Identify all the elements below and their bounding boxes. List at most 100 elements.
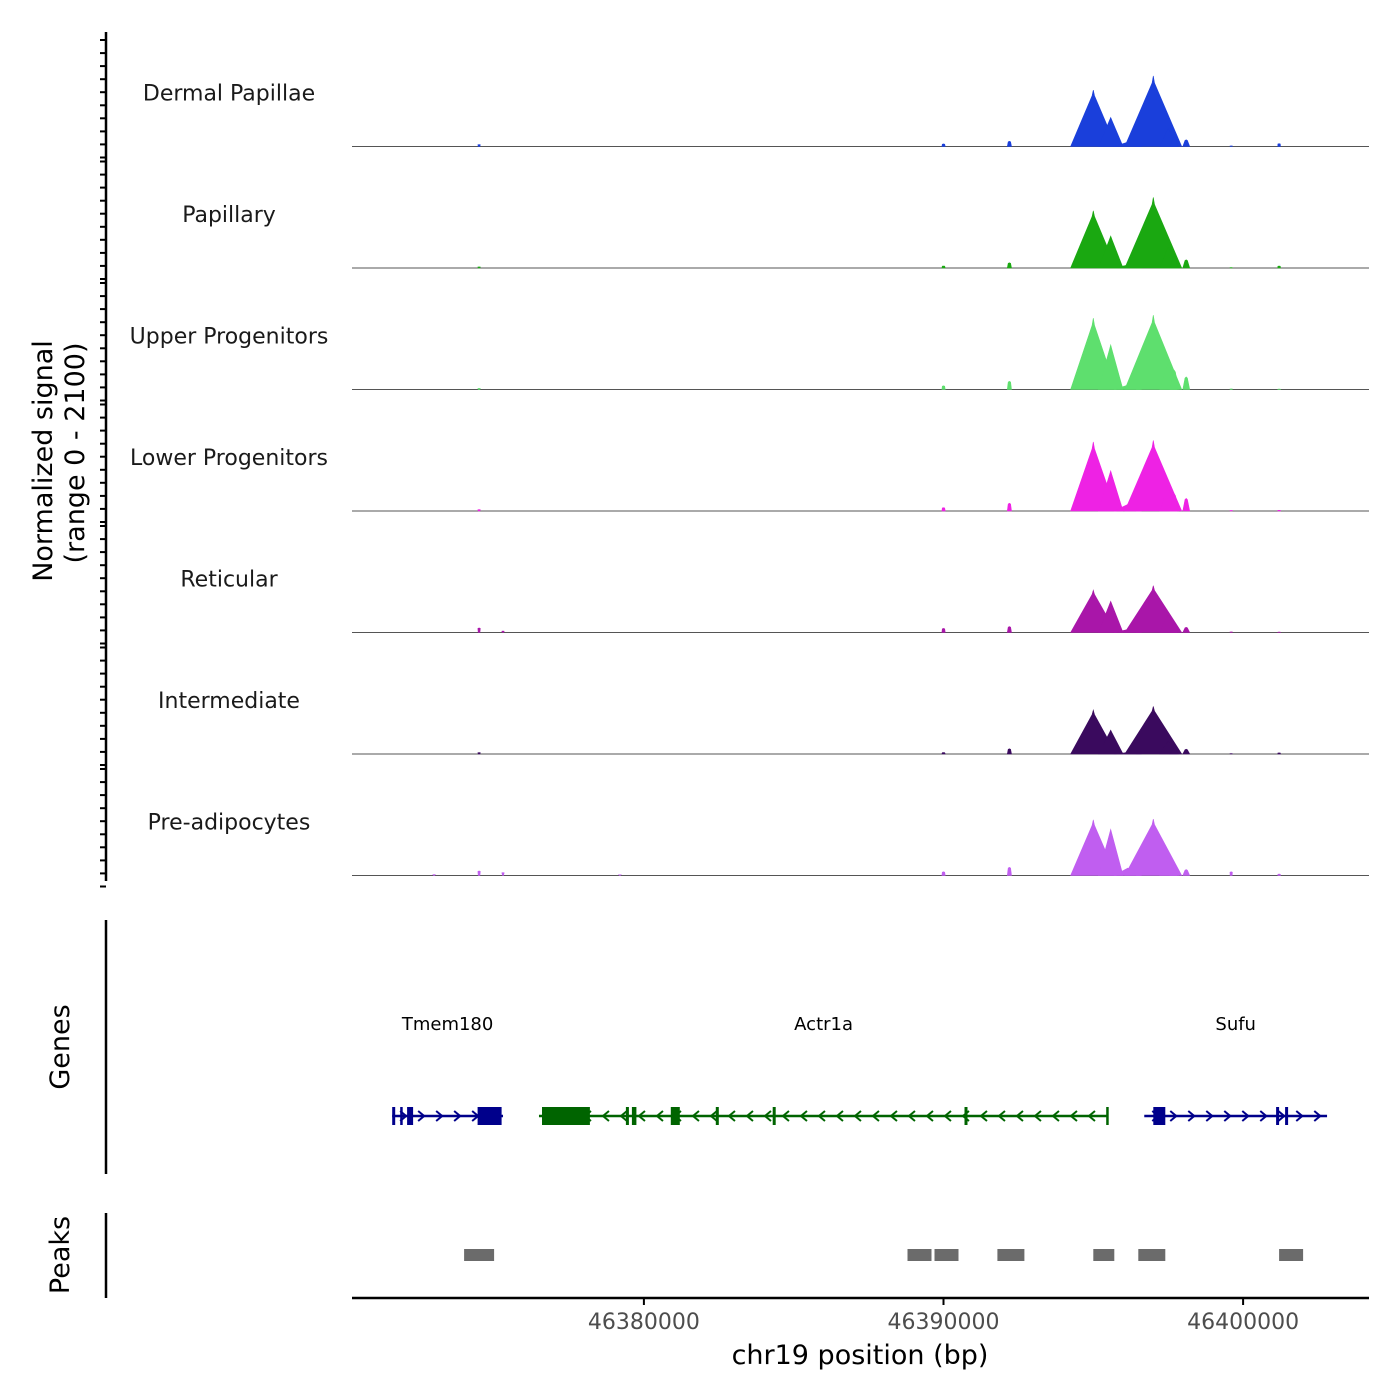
signal-peak xyxy=(477,266,481,269)
gene-label: Sufu xyxy=(1215,1014,1256,1035)
strand-arrow xyxy=(745,1110,754,1122)
signal-peak xyxy=(617,874,622,876)
signal-peak xyxy=(477,509,481,512)
signal-peak xyxy=(1182,259,1191,269)
strand-arrow xyxy=(1051,1110,1060,1122)
track-label: Lower Progenitors xyxy=(130,446,328,471)
strand-arrow xyxy=(417,1110,426,1122)
signal-peak xyxy=(1006,262,1012,269)
strand-arrow xyxy=(1087,1110,1096,1122)
signal-peak xyxy=(1182,139,1191,147)
genes-track-label: Genes xyxy=(45,1004,76,1089)
peak-region xyxy=(1093,1249,1115,1261)
strand-arrow xyxy=(1169,1110,1178,1122)
track-lower-progenitors: Lower Progenitors xyxy=(130,440,1369,512)
signal-peak xyxy=(1277,752,1281,755)
strand-arrow xyxy=(781,1110,790,1122)
track-dermal-papillae: Dermal Papillae xyxy=(143,75,1369,147)
signal-peak xyxy=(432,874,436,876)
strand-arrow xyxy=(799,1110,808,1122)
strand-arrow xyxy=(637,1110,646,1122)
signal-peak xyxy=(941,507,946,512)
signal-peak xyxy=(1229,388,1233,390)
gene-label: Actr1a xyxy=(794,1014,853,1035)
signal-peak xyxy=(477,627,481,633)
track-upper-progenitors: Upper Progenitors xyxy=(130,315,1369,390)
strand-arrow xyxy=(601,1110,610,1122)
signal-peak xyxy=(1124,706,1183,755)
signal-peak xyxy=(501,630,505,633)
signal-peak xyxy=(1229,631,1233,633)
gene-actr1a: Actr1a xyxy=(538,1014,1109,1125)
strand-arrow xyxy=(763,1110,772,1122)
strand-arrow xyxy=(835,1110,844,1122)
peak-region xyxy=(934,1249,959,1261)
signal-peak xyxy=(477,388,481,390)
signal-peak xyxy=(1182,748,1191,755)
signal-peak xyxy=(1006,380,1012,390)
gene-exon xyxy=(542,1107,590,1125)
gene-exon xyxy=(400,1107,403,1125)
signal-peak xyxy=(1169,369,1179,390)
strand-arrow xyxy=(691,1110,700,1122)
signal-peak xyxy=(1169,863,1179,876)
signal-peak xyxy=(1169,622,1179,633)
strand-arrow xyxy=(871,1110,880,1122)
signal-tracks: Dermal Papillae Papillary Upper Progenitor… xyxy=(130,75,1369,876)
signal-peak xyxy=(1182,869,1191,876)
signal-peak xyxy=(1124,75,1183,147)
signal-peak xyxy=(941,628,946,633)
signal-peak xyxy=(477,870,481,876)
signal-peak xyxy=(1229,510,1233,512)
genes-track: Tmem180 Actr1a Sufu xyxy=(392,1014,1328,1125)
signal-peak xyxy=(941,871,946,876)
strand-arrow xyxy=(1015,1110,1024,1122)
signal-peak xyxy=(1229,871,1233,876)
x-tick-label: 46380000 xyxy=(588,1310,700,1335)
strand-arrow xyxy=(727,1110,736,1122)
gene-tmem180: Tmem180 xyxy=(392,1014,504,1125)
track-label: Reticular xyxy=(180,568,278,593)
peak-region xyxy=(1279,1249,1304,1261)
strand-arrow xyxy=(655,1110,664,1122)
strand-arrow xyxy=(997,1110,1006,1122)
gene-exon xyxy=(477,1107,502,1125)
signal-peak xyxy=(1229,145,1233,147)
peaks-track xyxy=(464,1249,1304,1261)
strand-arrow xyxy=(1069,1110,1078,1122)
peaks-track-label: Peaks xyxy=(45,1216,76,1294)
signal-peak xyxy=(1006,140,1012,147)
strand-arrow xyxy=(1295,1110,1304,1122)
signal-peak xyxy=(501,872,505,876)
signal-axis-ticks xyxy=(100,39,106,888)
signal-peak xyxy=(477,144,481,147)
strand-arrow xyxy=(1033,1110,1042,1122)
strand-arrow xyxy=(889,1110,898,1122)
strand-arrow xyxy=(943,1110,952,1122)
gene-sufu: Sufu xyxy=(1144,1014,1328,1125)
signal-peak xyxy=(1277,873,1281,876)
x-tick-label: 46390000 xyxy=(888,1310,1000,1335)
signal-peak xyxy=(1182,626,1191,633)
signal-peak xyxy=(941,265,946,269)
signal-peak xyxy=(1169,748,1179,755)
strand-arrow xyxy=(1205,1110,1214,1122)
strand-arrow xyxy=(853,1110,862,1122)
signal-peak xyxy=(1277,265,1281,269)
strand-arrow xyxy=(1259,1110,1268,1122)
gene-exon xyxy=(631,1107,637,1125)
strand-arrow xyxy=(1187,1110,1196,1122)
signal-peak xyxy=(1182,497,1191,512)
gene-label: Tmem180 xyxy=(401,1014,494,1035)
gene-exon xyxy=(625,1107,629,1125)
peak-region xyxy=(464,1249,495,1261)
strand-arrow xyxy=(453,1110,462,1122)
x-axis-ticks: 46380000 46390000 46400000 xyxy=(588,1298,1299,1335)
strand-arrow xyxy=(709,1110,718,1122)
strand-arrow xyxy=(1241,1110,1250,1122)
y-axis-label-line1: Normalized signal xyxy=(28,340,59,582)
gene-exon xyxy=(1106,1107,1109,1125)
signal-peak xyxy=(1006,866,1012,876)
track-papillary: Papillary xyxy=(182,197,1369,269)
